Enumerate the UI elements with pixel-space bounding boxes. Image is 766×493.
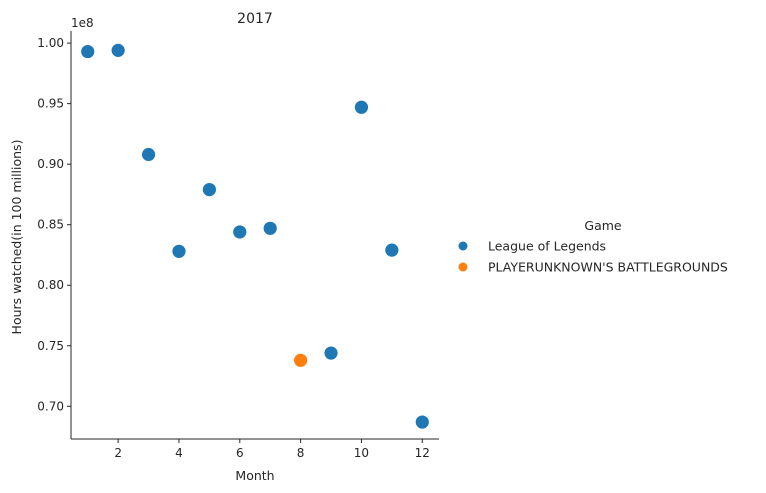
- y-tick-label: 0.70: [37, 399, 64, 413]
- data-point-series-0: [262, 220, 278, 236]
- axes: [70, 31, 439, 440]
- y-tick-label: 0.90: [37, 157, 64, 171]
- y-tick-label: 0.80: [37, 278, 64, 292]
- legend-label: PLAYERUNKNOWN'S BATTLEGROUNDS: [488, 260, 728, 275]
- data-point-series-0: [80, 44, 96, 59]
- y-tick-label: 0.95: [37, 97, 64, 111]
- data-point-series-0: [141, 147, 156, 162]
- data-point-series-0: [414, 414, 430, 430]
- legend: Game League of Legends PLAYERUNKNOWN'S BA…: [458, 218, 728, 275]
- legend-marker: [458, 241, 468, 251]
- chart-title: 2017: [237, 11, 273, 27]
- y-axis-title: Hours watched(in 100 millions): [9, 140, 24, 335]
- data-point-series-1: [293, 352, 309, 368]
- legend-label: League of Legends: [488, 239, 606, 254]
- x-tick-label: 8: [297, 446, 305, 460]
- x-tick-label: 6: [236, 446, 244, 460]
- x-tick-label: 10: [354, 446, 369, 460]
- x-tick-label: 4: [175, 446, 183, 460]
- y-tick-label: 1.00: [37, 36, 64, 50]
- data-point-series-0: [110, 42, 126, 58]
- data-point-series-0: [201, 182, 217, 197]
- y-offset-label: 1e8: [71, 16, 94, 30]
- legend-title: Game: [584, 218, 622, 233]
- x-tick-label: 2: [114, 446, 122, 460]
- data-points: [80, 42, 430, 430]
- data-point-series-0: [384, 242, 400, 258]
- legend-marker: [458, 262, 468, 272]
- x-axis-title: Month: [235, 468, 274, 483]
- data-point-series-0: [171, 243, 187, 259]
- data-point-series-0: [354, 99, 369, 115]
- y-tick-label: 0.75: [37, 339, 64, 353]
- ticks: 2 4 6 8 10 12 0.70 0.75 0.80 0.85 0.90 0.95 1.00: [37, 36, 430, 460]
- data-point-series-0: [232, 224, 248, 240]
- y-tick-label: 0.85: [37, 218, 64, 232]
- x-tick-label: 12: [415, 446, 430, 460]
- data-point-series-0: [323, 345, 339, 361]
